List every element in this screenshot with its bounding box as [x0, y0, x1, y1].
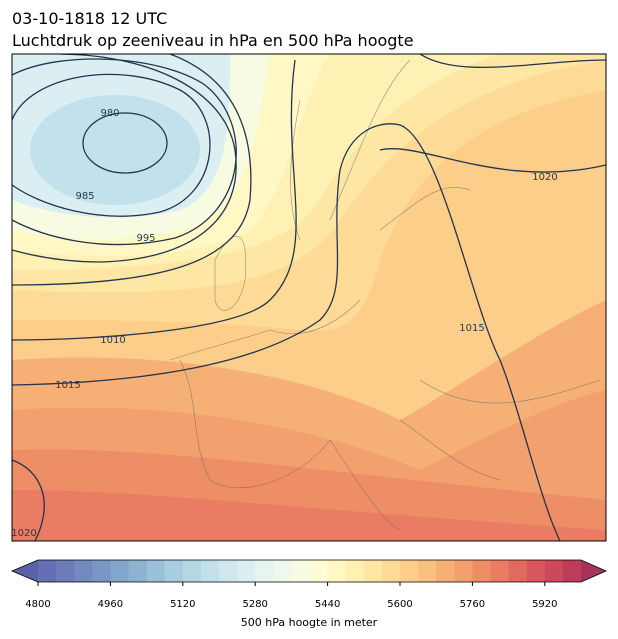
contour-label: 980	[100, 108, 119, 119]
contour-label: 995	[136, 233, 155, 244]
colorbar-swatch	[526, 560, 546, 582]
colorbar-over	[581, 560, 606, 582]
contour-label: 1020	[11, 528, 36, 539]
colorbar-swatch	[128, 560, 148, 582]
title: Luchtdruk op zeeniveau in hPa en 500 hPa…	[12, 31, 414, 50]
band	[30, 95, 200, 205]
colorbar-under	[12, 560, 38, 582]
contour-label: 1015	[459, 323, 484, 334]
isobar	[12, 123, 561, 541]
contour-label: 1020	[532, 172, 557, 183]
colorbar-outline	[10, 559, 607, 583]
colorbar: 4800 4960 5120 5280 5440 5600 5760 5920	[10, 559, 607, 610]
colorbar-swatch	[291, 560, 310, 582]
colorbar-swatch	[544, 560, 564, 582]
contour-label: 985	[75, 191, 94, 202]
colorbar-swatch	[38, 560, 57, 582]
colorbar-swatch	[200, 560, 220, 582]
isobar	[12, 54, 237, 263]
contour-label: 1010	[100, 335, 125, 346]
colorbar-tick-label: 5120	[170, 599, 195, 610]
colorbar-swatch	[508, 560, 528, 582]
colorbar-tick-label: 5440	[315, 599, 340, 610]
isobar	[12, 54, 252, 286]
coastline	[169, 59, 601, 531]
colorbar-swatch	[74, 560, 93, 582]
colorbar-tick-label: 4800	[25, 599, 50, 610]
map: 980 985 995 1010 1015 1015 1020 1020	[11, 54, 606, 541]
isobar	[419, 54, 606, 68]
colorbar-swatch	[562, 560, 582, 582]
colorbar-tick-label: 5920	[532, 599, 557, 610]
contour-label: 1015	[55, 380, 80, 391]
isobar	[82, 112, 168, 174]
colorbar-tick-label: 5280	[242, 599, 267, 610]
colorbar-swatch	[327, 560, 347, 582]
colorbar-swatch	[309, 560, 329, 582]
colorbar-swatch	[400, 560, 419, 582]
colorbar-swatch	[418, 560, 437, 582]
colorbar-swatch	[146, 560, 166, 582]
colorbar-swatch	[454, 560, 473, 582]
colorbar-swatch	[345, 560, 365, 582]
isobar	[379, 148, 606, 173]
colorbar-tick-label: 5760	[460, 599, 485, 610]
colorbar-swatch	[255, 560, 274, 582]
colorbar-label: 500 hPa hoogte in meter	[241, 616, 378, 629]
colorbar-swatch	[237, 560, 256, 582]
colorbar-swatch	[92, 560, 111, 582]
colorbar-swatch	[436, 560, 455, 582]
colorbar-swatch	[381, 560, 401, 582]
colorbar-swatch	[110, 560, 129, 582]
colorbar-tick-label: 4960	[98, 599, 123, 610]
map-frame	[11, 53, 607, 542]
colorbar-swatch	[363, 560, 383, 582]
date: 03-10-1818 12 UTC	[12, 9, 167, 28]
colorbar-swatch	[490, 560, 510, 582]
colorbar-swatch	[164, 560, 184, 582]
isobar	[12, 59, 297, 341]
colorbar-tick-label: 5600	[387, 599, 412, 610]
isobar	[12, 73, 211, 217]
isobar	[12, 459, 45, 541]
band	[12, 490, 606, 541]
colorbar-swatch	[273, 560, 292, 582]
colorbar-swatch	[219, 560, 238, 582]
colorbar-swatch	[182, 560, 202, 582]
colorbar-swatch	[472, 560, 491, 582]
colorbar-swatch	[56, 560, 75, 582]
